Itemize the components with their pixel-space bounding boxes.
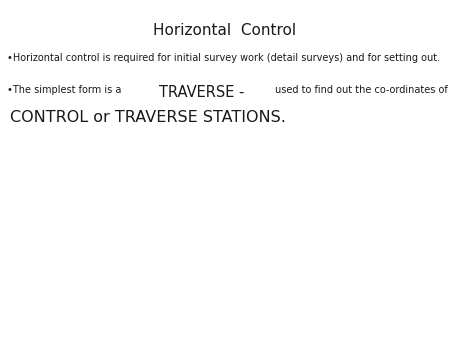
Text: used to find out the co-ordinates of: used to find out the co-ordinates of	[275, 85, 447, 95]
Text: Horizontal  Control: Horizontal Control	[153, 23, 297, 38]
Text: TRAVERSE -: TRAVERSE -	[158, 85, 248, 100]
Text: •Horizontal control is required for initial survey work (detail surveys) and for: •Horizontal control is required for init…	[7, 53, 440, 63]
Text: •The simplest form is a: •The simplest form is a	[7, 85, 125, 95]
Text: CONTROL or TRAVERSE STATIONS.: CONTROL or TRAVERSE STATIONS.	[10, 110, 286, 125]
